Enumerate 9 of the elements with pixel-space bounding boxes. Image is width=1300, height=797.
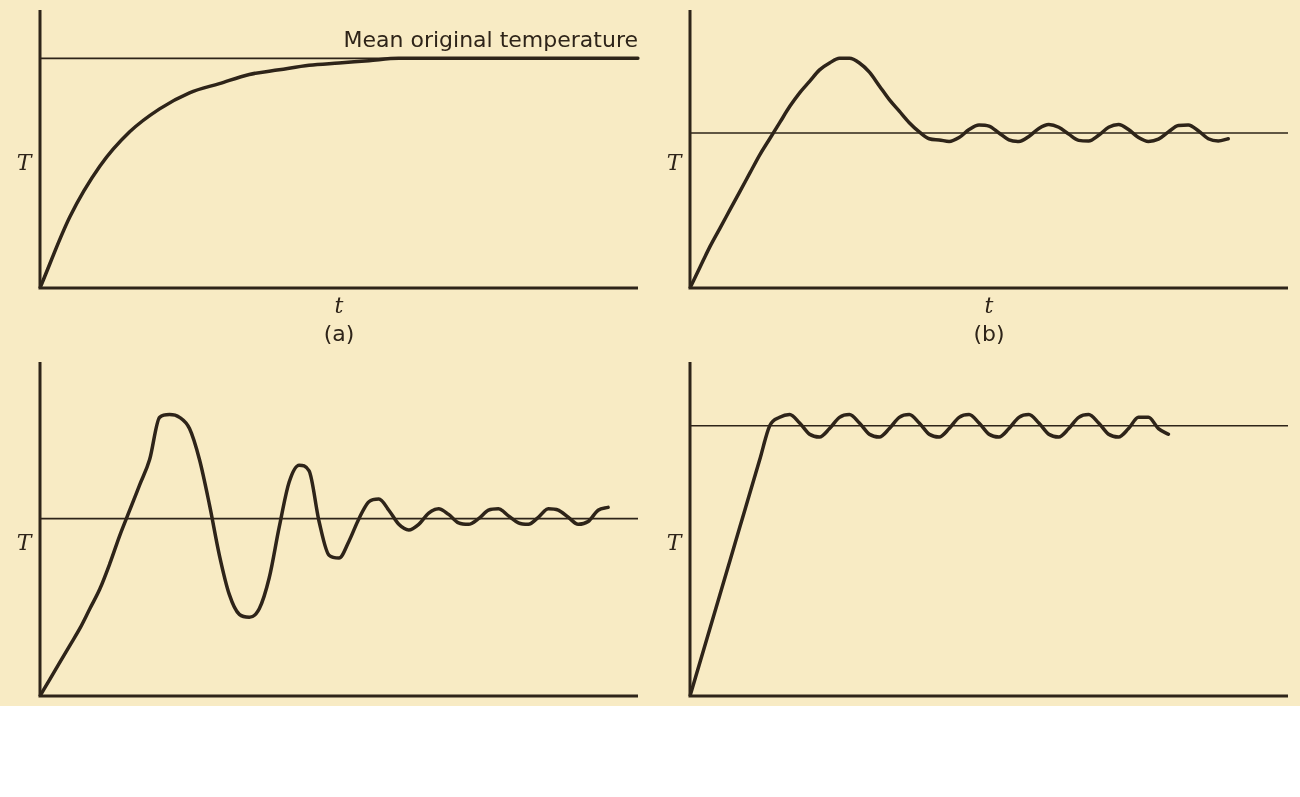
x-axis-title: t [334,292,344,318]
y-axis-title: T [666,149,684,175]
text: (a) [323,320,355,346]
y-axis-title: T [666,529,684,555]
y-axis-title: T [16,529,34,555]
x-axis-title: t [984,292,994,318]
text: (b) [973,320,1005,346]
y-axis-title: T [16,149,34,175]
ref-line-label: Mean original temperature [343,27,638,53]
